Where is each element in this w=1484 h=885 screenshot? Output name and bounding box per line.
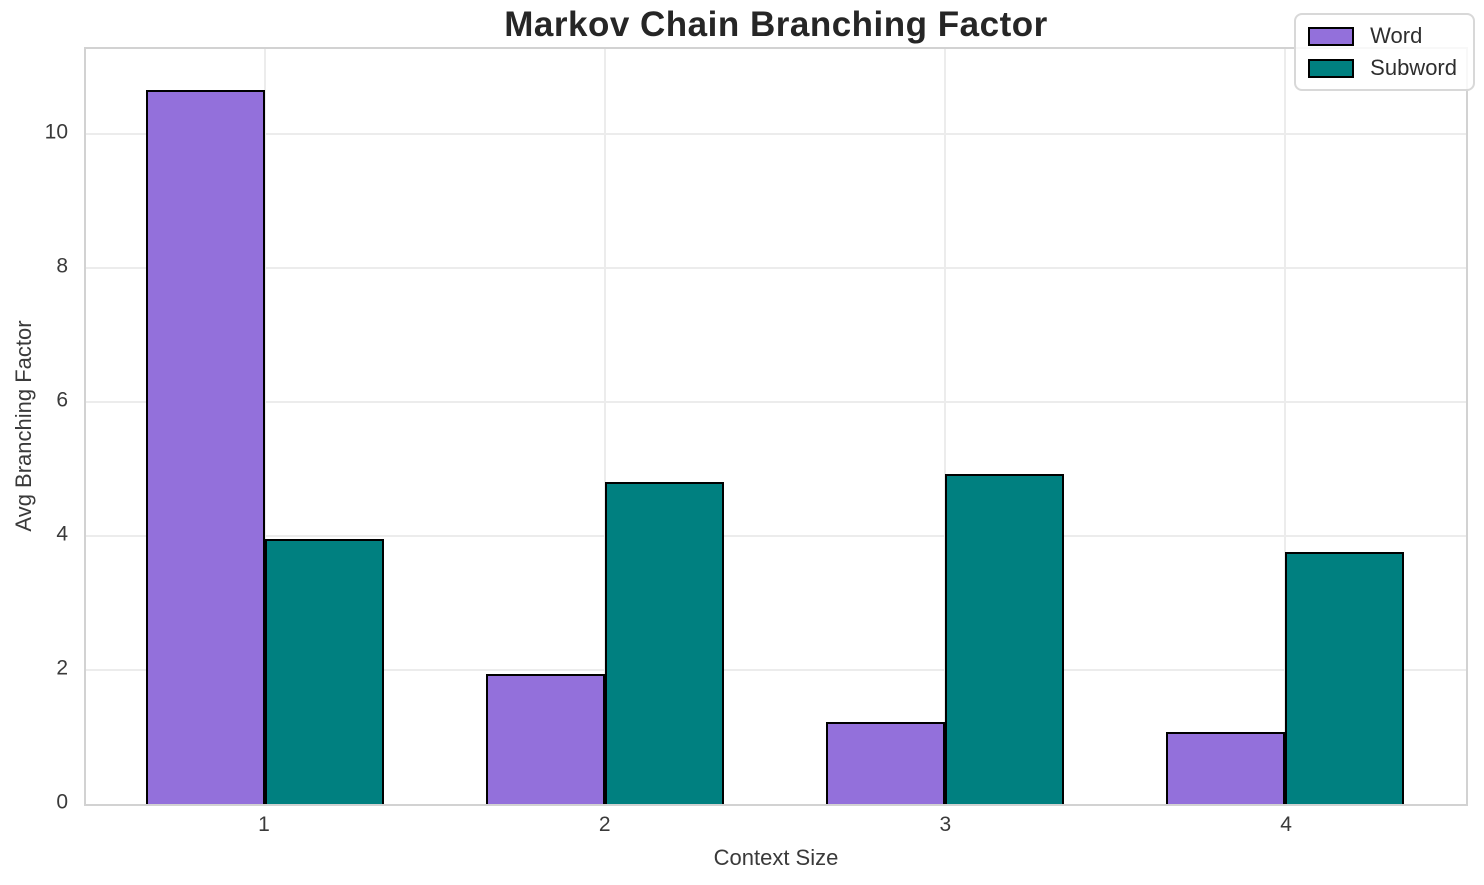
x-tick-label-4: 4 bbox=[1280, 813, 1292, 836]
gridline-x-1 bbox=[264, 49, 267, 804]
y-tick-label-6: 6 bbox=[56, 388, 68, 412]
plot-area bbox=[84, 47, 1468, 806]
y-tick-label-0: 0 bbox=[56, 790, 68, 814]
legend-swatch-subword bbox=[1308, 58, 1355, 78]
bar-word-context-4 bbox=[1165, 731, 1285, 804]
chart-title: Markov Chain Branching Factor bbox=[504, 5, 1048, 44]
bar-subword-context-4 bbox=[1284, 552, 1404, 804]
gridline-x-4 bbox=[1283, 49, 1286, 804]
legend-label-word: Word bbox=[1370, 23, 1423, 48]
x-tick-label-2: 2 bbox=[598, 813, 611, 836]
legend-item-word: Word bbox=[1308, 25, 1457, 47]
x-axis-label: Context Size bbox=[713, 845, 839, 870]
gridline-y-10 bbox=[86, 133, 1466, 136]
bar-subword-context-1 bbox=[265, 538, 385, 804]
y-axis-label: Avg Branching Factor bbox=[11, 320, 36, 532]
y-tick-label-8: 8 bbox=[56, 254, 68, 278]
legend-item-subword: Subword bbox=[1308, 57, 1457, 79]
bar-subword-context-3 bbox=[944, 474, 1064, 804]
bar-word-context-3 bbox=[825, 721, 945, 804]
y-tick-label-4: 4 bbox=[56, 522, 68, 546]
gridline-y-8 bbox=[86, 267, 1466, 270]
y-tick-label-2: 2 bbox=[56, 656, 68, 680]
gridline-x-2 bbox=[604, 49, 607, 804]
legend-swatch-word bbox=[1308, 26, 1355, 46]
gridline-y-4 bbox=[86, 535, 1466, 538]
legend: Word Subword bbox=[1294, 13, 1475, 91]
gridline-y-6 bbox=[86, 401, 1466, 404]
x-tick-label-1: 1 bbox=[258, 813, 270, 836]
y-tick-label-10: 10 bbox=[44, 120, 68, 144]
bar-subword-context-2 bbox=[605, 481, 725, 804]
legend-label-subword: Subword bbox=[1370, 55, 1457, 80]
y-axis-ticks: 0 2 4 6 8 10 bbox=[0, 47, 68, 813]
x-axis-ticks: 1 2 3 4 bbox=[84, 814, 1468, 842]
gridline-x-3 bbox=[943, 49, 946, 804]
gridline-y-2 bbox=[86, 669, 1466, 672]
bar-word-context-2 bbox=[486, 674, 606, 804]
bar-word-context-1 bbox=[146, 89, 266, 804]
x-tick-label-3: 3 bbox=[939, 813, 952, 836]
